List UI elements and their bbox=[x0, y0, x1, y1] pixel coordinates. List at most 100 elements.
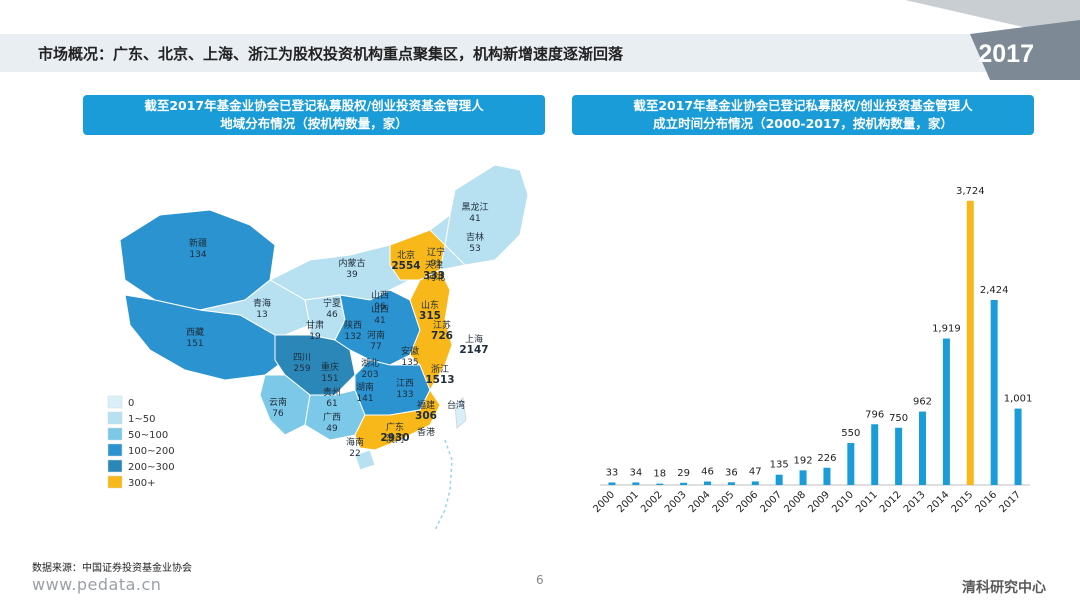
region-yunnan bbox=[259, 374, 311, 436]
region-hainan bbox=[354, 449, 376, 471]
map-region-name: 浙江 bbox=[431, 363, 449, 375]
region-east-coast bbox=[409, 269, 453, 392]
bar-chart: 33 2000 34 2001 18 2002 29 2003 46 2004 36 2005 47 20… bbox=[591, 186, 1032, 515]
bar-value-label: 135 bbox=[770, 460, 789, 471]
map-region-value: 2554 bbox=[391, 260, 420, 272]
bar-value-label: 33 bbox=[606, 467, 619, 478]
map-label: 香港 bbox=[417, 426, 435, 438]
bar-value-label: 550 bbox=[841, 428, 860, 439]
bar-panel-header: 截至2017年基金业协会已登记私募股权/创业投资基金管理人 成立时间分布情况（2… bbox=[572, 95, 1034, 135]
bars: 33 2000 34 2001 18 2002 29 2003 46 2004 36 2005 47 20… bbox=[591, 186, 1032, 515]
bar bbox=[919, 411, 926, 485]
bar bbox=[656, 483, 664, 485]
map-region-name: 香港 bbox=[417, 426, 435, 438]
bar-value-label: 46 bbox=[701, 466, 714, 477]
map-region-value: 49 bbox=[326, 424, 338, 434]
bar-value-label: 192 bbox=[794, 455, 813, 466]
bar-value-label: 1,919 bbox=[932, 324, 961, 335]
bar-value-label: 2,424 bbox=[980, 285, 1009, 296]
map-region-name: 山东 bbox=[421, 299, 439, 311]
legend-swatch bbox=[107, 395, 123, 409]
map-region-value: 19 bbox=[309, 332, 321, 342]
legend-swatch bbox=[107, 411, 123, 425]
legend-entry: 300+ bbox=[107, 475, 155, 489]
bar bbox=[775, 474, 783, 485]
legend-label: 50~100 bbox=[128, 430, 168, 441]
bar-title-line1: 截至2017年基金业协会已登记私募股权/创业投资基金管理人 bbox=[633, 98, 973, 113]
bar bbox=[632, 482, 640, 485]
map-region-name: 江苏 bbox=[433, 319, 451, 331]
bar bbox=[942, 338, 950, 485]
legend-entry: 200~300 bbox=[107, 459, 175, 473]
bar-value-label: 226 bbox=[817, 453, 836, 464]
x-tick-label: 2013 bbox=[902, 489, 928, 515]
map-region-value: 151 bbox=[186, 339, 203, 349]
map-label: 河北 bbox=[427, 271, 445, 283]
x-tick-label: 2017 bbox=[997, 489, 1023, 515]
map-label: 台湾 bbox=[447, 399, 465, 411]
map-region-value: 151 bbox=[321, 374, 338, 384]
bar-value-label: 796 bbox=[865, 409, 884, 420]
map-region-value: 132 bbox=[344, 332, 361, 342]
legend-swatch bbox=[107, 459, 123, 473]
region-tibet bbox=[124, 294, 286, 381]
map-region-name: 广东 bbox=[386, 421, 404, 433]
legend-entry: 100~200 bbox=[107, 443, 175, 457]
map-region-name: 天津 bbox=[425, 260, 443, 271]
region-northeast bbox=[444, 164, 529, 266]
region-central bbox=[334, 289, 421, 366]
map-region-value: 315 bbox=[419, 310, 441, 322]
map-region-value: 41 bbox=[469, 214, 480, 224]
bar-value-label: 3,724 bbox=[956, 186, 985, 197]
map-region-value: 203 bbox=[361, 370, 378, 380]
bar bbox=[895, 427, 903, 485]
x-tick-label: 2006 bbox=[735, 489, 761, 515]
map-region-name: 江西 bbox=[396, 378, 414, 389]
bar bbox=[727, 482, 735, 485]
region-south-coast bbox=[354, 389, 441, 451]
legend-label: 0 bbox=[128, 398, 134, 409]
map-region-value: 1513 bbox=[425, 374, 454, 386]
map-region-value: 46 bbox=[326, 310, 338, 320]
map-region-name: 北京 bbox=[397, 249, 415, 261]
bar bbox=[847, 443, 855, 485]
x-tick-label: 2015 bbox=[950, 489, 976, 515]
bar-title-line2: 成立时间分布情况（2000-2017，按机构数量，家） bbox=[653, 116, 953, 131]
bar bbox=[990, 300, 998, 485]
map-region-name: 重庆 bbox=[321, 361, 339, 373]
map-region-value: 141 bbox=[356, 394, 373, 404]
map-region-value: 96 bbox=[374, 302, 386, 312]
legend-entry: 50~100 bbox=[107, 427, 168, 441]
map-region-value: 22 bbox=[349, 449, 360, 459]
x-tick-label: 2000 bbox=[591, 489, 617, 515]
legend-swatch bbox=[107, 475, 123, 489]
x-tick-label: 2014 bbox=[926, 489, 952, 515]
map-region-name: 青海 bbox=[253, 297, 271, 309]
x-tick-label: 2003 bbox=[663, 489, 689, 515]
map-legend: 0 1~50 50~100 100~200 200~300 300+ bbox=[107, 395, 175, 489]
footer-url[interactable]: www.pedata.cn bbox=[32, 575, 162, 594]
map-region-value: 91 bbox=[430, 259, 441, 269]
map-region-name: 安徽 bbox=[401, 345, 419, 357]
map-region-name: 湖南 bbox=[356, 381, 374, 393]
year-badge-shape bbox=[905, 0, 1080, 80]
map-region-name: 海南 bbox=[346, 436, 364, 448]
legend-label: 1~50 bbox=[128, 414, 155, 425]
map-region-name: 黑龙江 bbox=[461, 201, 488, 213]
bar-value-label: 18 bbox=[653, 469, 666, 480]
